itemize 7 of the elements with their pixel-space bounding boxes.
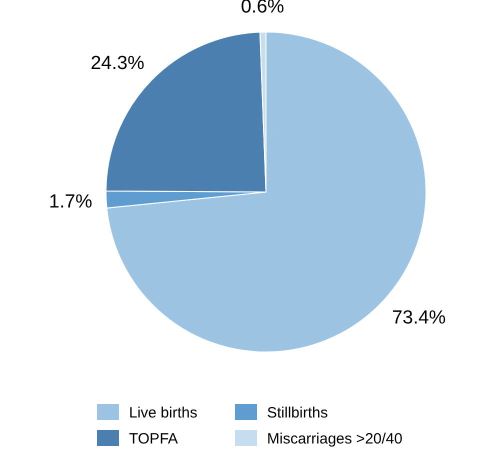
data-label: 1.7% bbox=[48, 191, 92, 212]
legend-label: Live births bbox=[129, 404, 198, 422]
legend-label: Stillbirths bbox=[267, 404, 328, 422]
data-label: 73.4% bbox=[392, 307, 446, 328]
legend-label: TOPFA bbox=[129, 430, 178, 448]
legend-label: Miscarriages >20/40 bbox=[267, 430, 402, 448]
data-label: 24.3% bbox=[90, 53, 145, 74]
